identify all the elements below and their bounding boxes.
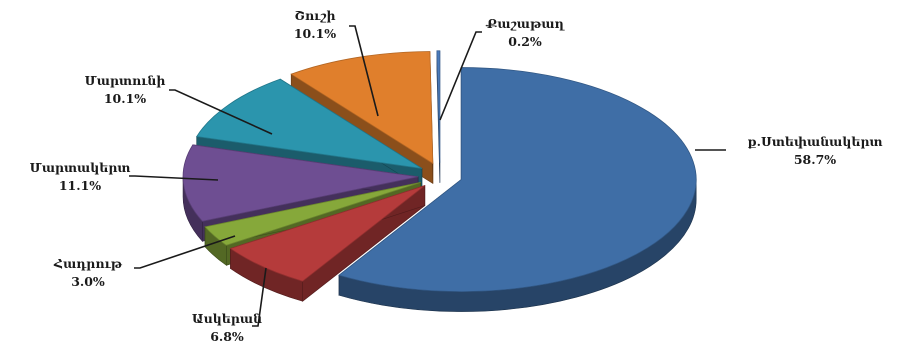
slice-shushi (290, 51, 434, 165)
slice-value-label: 6.8% (210, 329, 244, 344)
slice-stepanakert (338, 67, 697, 292)
slice-value-label: 3.0% (71, 274, 105, 289)
slice-category-label: Հադրութ (53, 256, 123, 271)
leader-line-martakert (129, 175, 219, 181)
leader-line-kashatagh (439, 31, 482, 121)
slice-kashatagh (436, 50, 441, 163)
slice-value-label: 11.1% (59, 178, 101, 193)
slice-value-label: 0.2% (508, 34, 542, 49)
slice-hadrut (204, 181, 421, 246)
leader-line-martuni (169, 89, 273, 135)
slice-value-label: 58.7% (794, 152, 836, 167)
slice-martuni (196, 78, 423, 169)
slice-value-label: 10.1% (294, 26, 336, 41)
slice-category-label: Ասկերան (192, 311, 262, 326)
slice-labels: ք.Ստեփանակերտ 58.7% Ասկերան 6.8% Հադրութ 3.0%… (30, 8, 883, 344)
slice-category-label: Մարտակերտ (30, 160, 131, 175)
pie-slices (182, 50, 697, 292)
slice-martakert (182, 144, 419, 222)
slice-category-label: Մարտունի (85, 73, 166, 88)
slice-category-label: ք.Ստեփանակերտ (747, 134, 882, 149)
slice-value-label: 10.1% (104, 91, 146, 106)
slice-category-label: Քաշաթաղ (485, 16, 565, 31)
leader-line-askeran (252, 267, 267, 327)
slice-askeran (229, 185, 426, 282)
leader-line-shushi (349, 25, 379, 117)
leader-line-hadrut (134, 235, 236, 269)
leader-lines (129, 25, 726, 327)
slice-category-label: Շուշի (294, 8, 335, 23)
